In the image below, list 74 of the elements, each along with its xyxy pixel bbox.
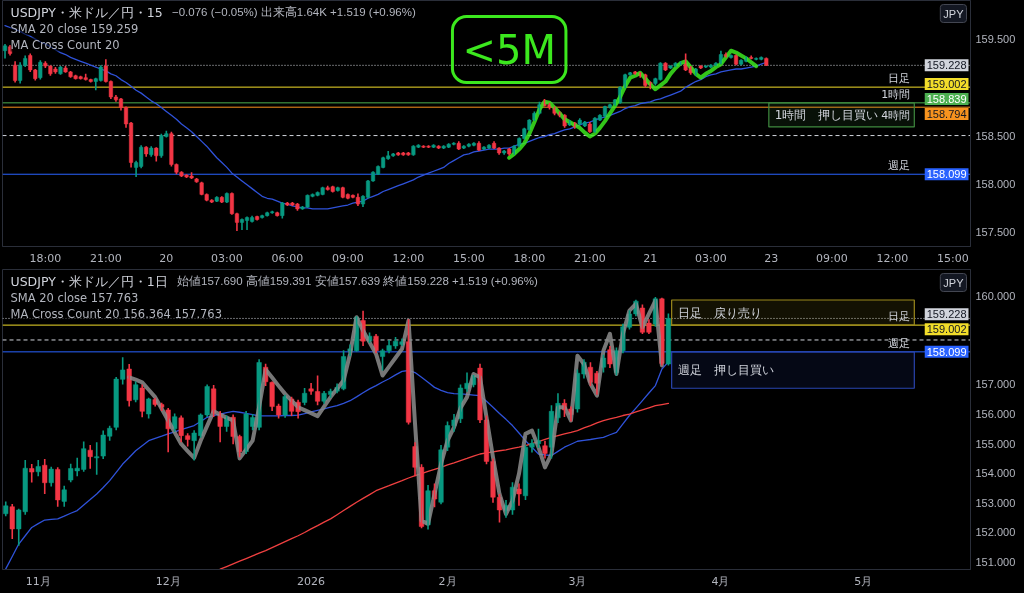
x-tick-label: 2月 [438,574,457,588]
band-label: 1時間 押し目買い [774,107,879,122]
y-tick-label: 160.000 [975,289,1016,302]
ref-line-label: 159.228 [926,308,967,321]
y-tick-label: 152.000 [975,526,1016,539]
candlestick [502,149,507,156]
x-tick-label: 12:00 [876,251,909,265]
ref-line-label: 159.002 [926,323,967,336]
y-tick-label: 157.500 [975,226,1016,239]
candlestick [94,441,100,476]
x-tick-label: 12月 [155,574,181,588]
y-axis-title: JPY [943,7,965,20]
candlestick [133,380,139,403]
y-axis-title: JPY [943,276,965,289]
y-tick-label: 151.000 [975,556,1016,569]
annotation: 日足 [888,72,911,86]
band-label: 日足 戻り売り [677,305,762,320]
x-tick-label: 3月 [568,574,587,588]
line-series [4,24,767,210]
ref-line-label: 158.099 [926,168,967,181]
x-tick-label: 21:00 [574,251,606,265]
x-tick-label: 21:00 [90,251,122,265]
candlestick [335,185,340,193]
x-tick-label: 18:00 [29,251,62,265]
candlestick [29,463,35,484]
y-tick-label: 159.500 [975,33,1016,46]
ref-line-label: 158.839 [926,93,967,106]
y-tick-label: 158.000 [975,177,1016,190]
annotation: SMA 20 close 159.259 [10,21,139,36]
annotation: MA Cross Count 20 [10,37,120,52]
ref-line-label: 158.099 [926,345,967,358]
y-tick-label: 154.000 [975,467,1016,480]
x-tick-label: 5月 [854,574,873,588]
annotation: 4時間 [881,109,911,123]
ref-line-label: 158.794 [926,108,967,121]
x-tick-label: 09:00 [332,251,364,265]
y-tick-label: 153.000 [975,496,1016,509]
candlestick [698,64,703,70]
x-tick-label: 11月 [25,574,51,588]
x-tick-label: 06:00 [271,251,304,265]
annotation: MA Cross Count 20 156.364 157.763 [10,306,222,321]
ref-line-label: 159.002 [926,78,967,91]
annotation: SMA 20 close 157.763 [10,290,139,305]
y-tick-label: 156.000 [975,408,1016,421]
candlestick [146,396,152,420]
chart-subtitle: 始値157.690 高値159.391 安値157.639 終値159.228 +1.519 (+0.96%) [177,273,538,287]
x-tick-label: 18:00 [513,251,546,265]
x-tick-label: 15:00 [937,251,969,265]
x-tick-label: 03:00 [695,251,727,265]
ref-line-label: 159.228 [926,59,967,72]
annotation: 週足 [888,159,911,173]
annotation: 1時間 [881,87,911,101]
x-tick-label: 4月 [711,574,730,588]
candlestick [665,312,671,367]
chart-title: USDJPY・米ドル／円・1日 [10,273,168,289]
x-tick-label: 20 [159,251,174,265]
x-tick-label: 09:00 [816,251,848,265]
band-label: 週足 押し目買い [677,363,774,378]
x-tick-label: 03:00 [211,251,243,265]
x-tick-label: 12:00 [392,251,425,265]
x-tick-label: 21 [643,251,658,265]
x-tick-label: 15:00 [453,251,485,265]
y-tick-label: 157.000 [975,378,1016,391]
chart-subtitle: −0.076 (−0.05%) 出来高1.64K +1.519 (+0.96%) [172,4,416,18]
x-tick-label: 2026 [297,574,326,588]
annotation: 日足 [888,310,911,324]
series-label: <5M [462,26,556,73]
candlestick [38,59,43,81]
chart-title: USDJPY・米ドル／円・15 [10,4,163,20]
y-tick-label: 155.000 [975,437,1016,450]
annotation: 週足 [888,336,911,350]
y-tick-label: 158.500 [975,129,1016,142]
line-series [219,402,670,570]
x-tick-label: 23 [764,251,779,265]
